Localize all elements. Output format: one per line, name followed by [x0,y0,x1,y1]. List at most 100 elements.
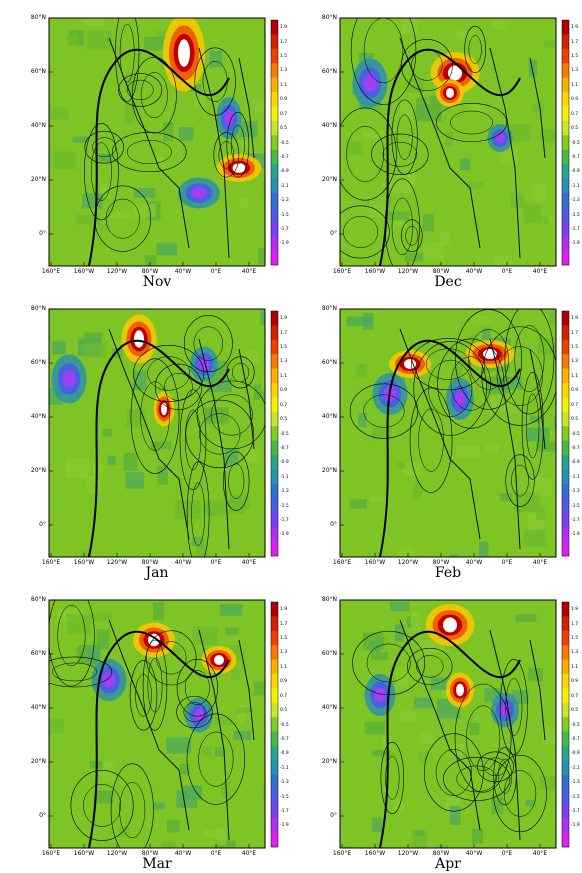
colorbar-swatch [562,250,569,266]
colorbar-swatch [271,440,278,456]
x-tick-label: 40°E [532,559,548,566]
colorbar-swatch [271,717,278,733]
colorbar-label: 1.9 [571,25,579,31]
colorbar-swatch [562,774,569,790]
contour-line [477,751,514,783]
contour-line [409,387,453,493]
colorbar-label: 1.9 [571,607,579,613]
colorbar-swatch [271,659,278,675]
y-tick-label: 0° [330,521,337,528]
y-tick-label: 40°N [30,413,46,420]
contour-line [196,380,265,450]
colorbar-label: -0.5 [280,140,289,146]
contour-line [130,358,180,474]
colorbar-label: -1.3 [280,489,289,495]
colorbar-label: 0.5 [280,126,288,132]
x-tick-label: 120°W [397,559,419,566]
contour-line [110,763,154,848]
colorbar-label: -0.9 [280,169,289,175]
colorbar-label: 1.9 [280,316,288,322]
colorbar-swatch [271,221,278,237]
zero-contour [379,48,521,266]
map-panel-feb: 80°N 60°N 40°N 20°N 0° 160°E 160°W 120°W 80°W 40°… [291,291,582,582]
colorbar-swatch [562,498,569,514]
y-tick-label: 60°N [321,359,337,366]
contour-line [407,647,453,685]
zero-contour [88,339,230,557]
colorbar-label: -0.9 [571,460,580,466]
colorbar-label: 1.7 [571,39,579,45]
colorbar-swatch [271,731,278,747]
colorbar-label: 1.3 [280,359,288,365]
colorbar-label: 0.9 [280,97,288,103]
y-tick-label: 80°N [321,596,337,603]
x-tick-label: 80°W [141,559,159,566]
x-tick-label: 160°W [73,268,95,275]
colorbar-label: -1.1 [280,474,289,480]
colorbar-swatch [271,789,278,805]
colorbar-label: -0.9 [571,169,580,175]
x-tick-label: 120°W [106,559,128,566]
colorbar-label: -1.9 [280,241,289,247]
colorbar-label: 1.9 [571,316,579,322]
colorbar-label: -1.7 [280,808,289,814]
contour-line [185,399,254,469]
colorbar-label: -1.5 [280,794,289,800]
colorbar-swatch [562,760,569,776]
colorbar-swatch [562,512,569,528]
y-tick-label: 80°N [30,596,46,603]
y-tick-label: 0° [330,812,337,819]
colorbar-label: 1.9 [280,607,288,613]
colorbar-label: -0.5 [571,431,580,437]
colorbar-swatch [271,120,278,136]
colorbar-swatch [271,688,278,704]
contour-line [499,659,528,756]
y-tick-label: 40°N [30,122,46,129]
colorbar-swatch [271,469,278,485]
colorbar-swatch [271,541,278,557]
colorbar-label: 0.9 [571,97,579,103]
x-tick-label: 0°E [501,268,513,275]
colorbar-swatch [562,630,569,646]
contour-line [454,683,512,793]
contour-line [437,338,505,429]
month-title: Nov [142,274,172,290]
colorbar-label: -0.7 [571,445,580,451]
contour-line [118,73,163,107]
coastline [108,619,255,841]
x-tick-label: 160°E [41,268,61,275]
contour-line [213,132,240,178]
colorbar-label: -0.7 [280,736,289,742]
y-tick-label: 20°N [321,467,337,474]
colorbar-label: 0.5 [571,126,579,132]
colorbar-label: 1.5 [280,345,288,351]
y-tick-label: 60°N [30,650,46,657]
colorbar-label: -0.5 [280,722,289,728]
contour-line [131,56,177,134]
colorbar-swatch [271,702,278,718]
contour-line [464,25,487,73]
colorbar-swatch [562,207,569,223]
colorbar-swatch [562,135,569,151]
contour-line [505,454,535,507]
month-title: Mar [142,856,172,872]
x-tick-label: 0°E [501,850,513,857]
contour-line [115,18,140,102]
colorbar-swatch [271,354,278,369]
colorbar-swatch [271,483,278,499]
x-tick-label: 40°W [174,559,192,566]
colorbar-label: 0.7 [571,693,579,699]
colorbar-label: -1.5 [280,212,289,218]
contour-line [176,695,213,729]
colorbar-label: 1.7 [571,330,579,336]
y-tick-label: 40°N [321,122,337,129]
contour-line [133,344,205,402]
contour-line [146,630,197,686]
contour-line [84,123,119,221]
colorbar-label: 1.1 [280,664,288,670]
month-title: Feb [434,565,462,581]
colorbar-swatch [271,383,278,398]
colorbar-swatch [271,149,278,165]
colorbar-swatch [562,440,569,456]
x-tick-label: 0°E [210,268,222,275]
